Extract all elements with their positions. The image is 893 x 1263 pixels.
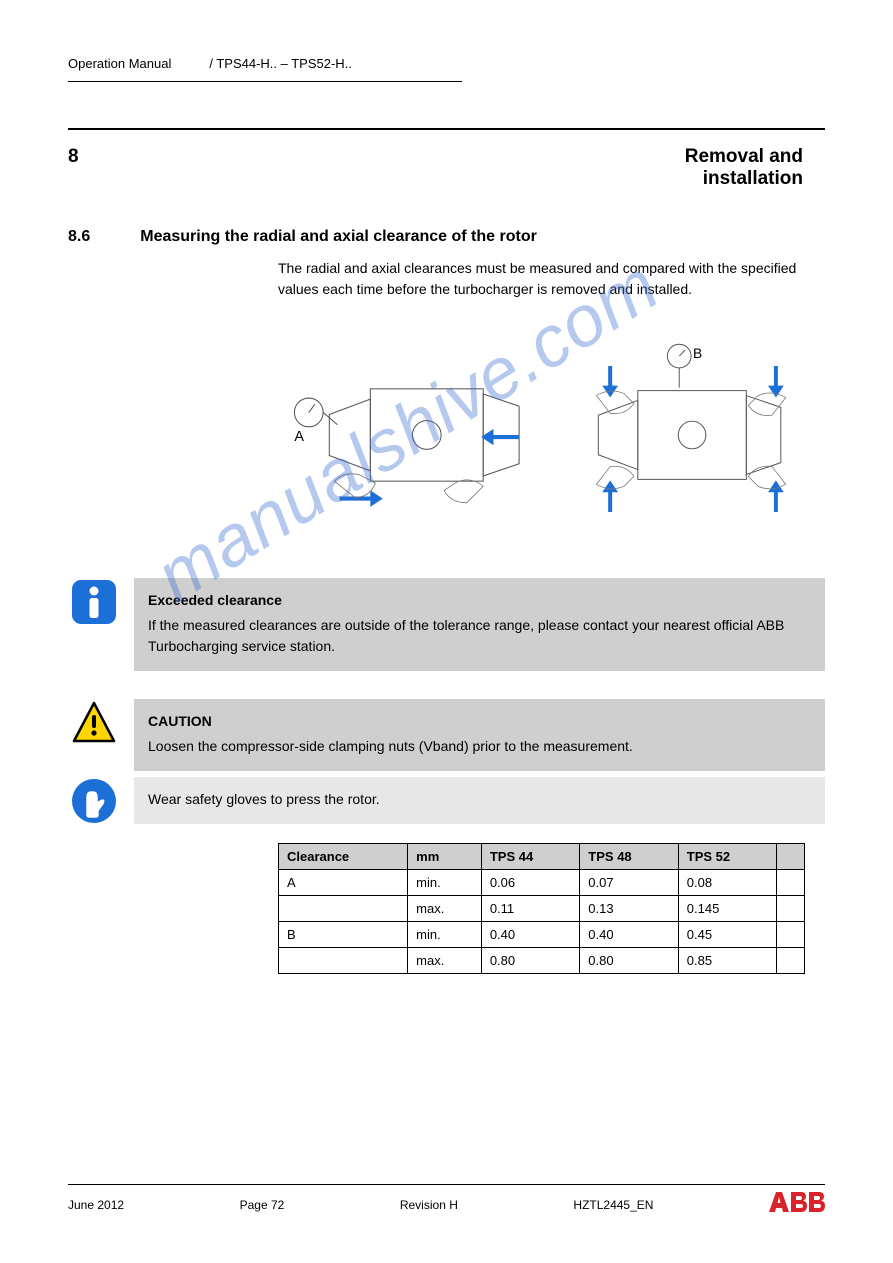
footer-page: Page 72	[240, 1198, 285, 1212]
caution-body: Loosen the compressor-side clamping nuts…	[148, 736, 811, 757]
figure-label-a: A	[294, 429, 304, 445]
figure-label-b: B	[693, 345, 702, 361]
th-tps52: TPS 52	[678, 844, 776, 870]
info-callout-row: Exceeded clearance If the measured clear…	[68, 578, 825, 671]
figure-b: B	[549, 320, 806, 550]
caution-title: CAUTION	[148, 711, 811, 732]
abb-logo-svg	[769, 1191, 825, 1213]
caution-icon-wrap	[68, 699, 120, 747]
section-title: Measuring the radial and axial clearance…	[140, 228, 537, 246]
th-empty	[777, 844, 805, 870]
chapter-number: 8	[68, 146, 79, 190]
chapter-bar: 8 Removal and installation	[68, 128, 825, 190]
chapter-ref: / TPS44-H.. – TPS52-H..	[209, 56, 352, 71]
manual-label: Operation Manual	[68, 56, 171, 71]
section-number: 8.6	[68, 228, 90, 246]
header-rule	[68, 81, 462, 82]
table-row: max. 0.11 0.13 0.145	[279, 896, 805, 922]
ppe-callout-row: Wear safety gloves to press the rotor.	[68, 777, 825, 825]
body-column: The radial and axial clearances must be …	[278, 258, 805, 550]
info-icon	[70, 578, 118, 626]
intro-paragraph: The radial and axial clearances must be …	[278, 258, 805, 300]
caution-callout: CAUTION Loosen the compressor-side clamp…	[134, 699, 825, 771]
abb-logo	[769, 1191, 825, 1219]
ppe-body: Wear safety gloves to press the rotor.	[148, 789, 811, 810]
info-body: If the measured clearances are outside o…	[148, 615, 811, 657]
footer-doc-id: HZTL2445_EN	[573, 1198, 653, 1212]
th-clearance: Clearance	[279, 844, 408, 870]
info-callout: Exceeded clearance If the measured clear…	[134, 578, 825, 671]
th-tps44: TPS 44	[481, 844, 579, 870]
figure-a-svg: A	[278, 320, 535, 550]
table-header-row: Clearance mm TPS 44 TPS 48 TPS 52	[279, 844, 805, 870]
gloves-icon	[70, 777, 118, 825]
footer-date: June 2012	[68, 1198, 124, 1212]
chapter-line: 8 Removal and installation	[68, 146, 825, 190]
th-tps48: TPS 48	[580, 844, 678, 870]
ppe-callout: Wear safety gloves to press the rotor.	[134, 777, 825, 824]
header-left: Operation Manual / TPS44-H.. – TPS52-H..	[68, 56, 352, 71]
table-row: max. 0.80 0.80 0.85	[279, 948, 805, 974]
figure-a: A	[278, 320, 535, 550]
clearance-table-wrap: Clearance mm TPS 44 TPS 48 TPS 52 A min.…	[278, 843, 805, 974]
chapter-title: Removal and installation	[685, 146, 803, 190]
table-row: A min. 0.06 0.07 0.08	[279, 870, 805, 896]
footer-row: June 2012 Page 72 Revision H HZTL2445_EN	[68, 1191, 825, 1219]
th-unit: mm	[408, 844, 482, 870]
section-heading: 8.6 Measuring the radial and axial clear…	[68, 228, 825, 246]
page-header: Operation Manual / TPS44-H.. – TPS52-H..	[68, 56, 825, 77]
footer-revision: Revision H	[400, 1198, 458, 1212]
caution-callout-row: CAUTION Loosen the compressor-side clamp…	[68, 699, 825, 771]
ppe-icon-wrap	[68, 777, 120, 825]
table-row: B min. 0.40 0.40 0.45	[279, 922, 805, 948]
page-footer: June 2012 Page 72 Revision H HZTL2445_EN	[68, 1184, 825, 1219]
info-title: Exceeded clearance	[148, 590, 811, 611]
figure-b-svg: B	[549, 320, 806, 550]
clearance-table: Clearance mm TPS 44 TPS 48 TPS 52 A min.…	[278, 843, 805, 974]
figure-area: A B	[278, 320, 805, 550]
caution-icon	[70, 699, 118, 747]
page: Operation Manual / TPS44-H.. – TPS52-H..…	[0, 0, 893, 1263]
footer-rule	[68, 1184, 825, 1185]
info-icon-wrap	[68, 578, 120, 626]
